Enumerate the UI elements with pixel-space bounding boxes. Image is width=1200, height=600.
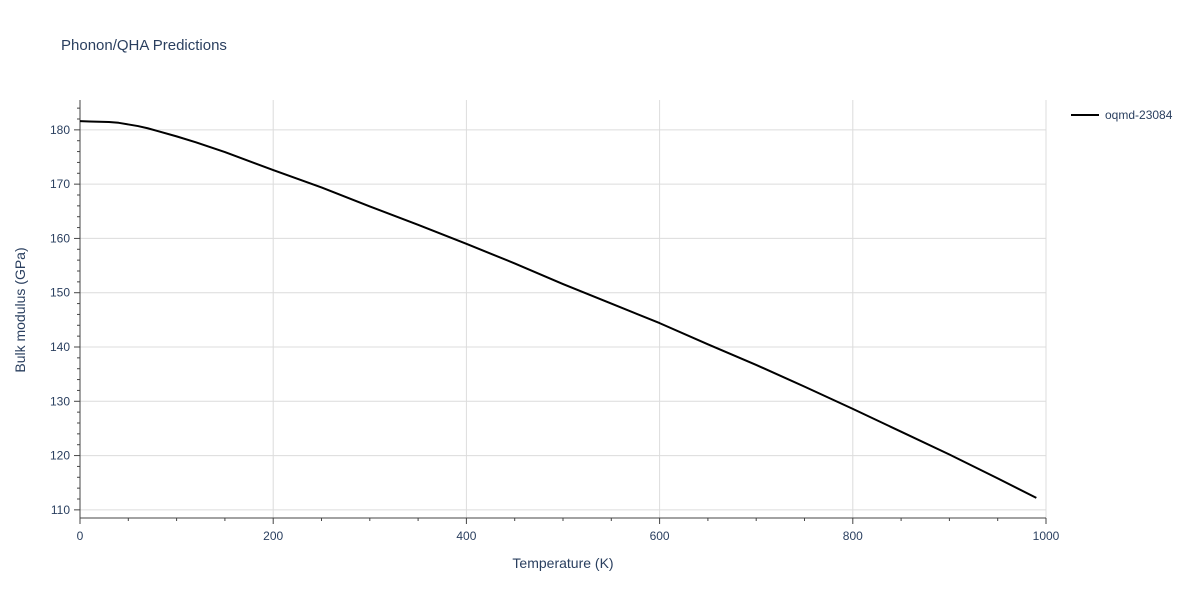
grid bbox=[80, 100, 1047, 518]
x-tick-label: 600 bbox=[650, 529, 670, 543]
chart-title: Phonon/QHA Predictions bbox=[61, 37, 227, 54]
x-tick-label: 1000 bbox=[1033, 529, 1060, 543]
y-tick-label: 140 bbox=[50, 340, 70, 354]
y-tick-label: 150 bbox=[50, 286, 70, 300]
y-tick-label: 120 bbox=[50, 449, 70, 463]
x-tick-label: 0 bbox=[77, 529, 84, 543]
x-axis-title: Temperature (K) bbox=[512, 555, 613, 571]
series-layer bbox=[79, 120, 1037, 499]
y-tick-label: 170 bbox=[50, 177, 70, 191]
y-tick-label: 130 bbox=[50, 394, 70, 408]
legend-label: oqmd-23084 bbox=[1105, 108, 1173, 122]
series-line[interactable] bbox=[79, 120, 1037, 499]
x-tick-label: 400 bbox=[456, 529, 476, 543]
y-axis-title: Bulk modulus (GPa) bbox=[12, 247, 28, 372]
x-tick-label: 800 bbox=[843, 529, 863, 543]
y-tick-label: 160 bbox=[50, 231, 70, 245]
axes: 0 200 400 600 800 1000 110 120 130 140 150 160 170 18… bbox=[50, 100, 1060, 543]
y-tick-label: 110 bbox=[51, 503, 70, 517]
x-tick-label: 200 bbox=[263, 529, 283, 543]
y-tick-label: 180 bbox=[50, 123, 70, 137]
legend[interactable]: oqmd-23084 bbox=[1071, 108, 1173, 122]
